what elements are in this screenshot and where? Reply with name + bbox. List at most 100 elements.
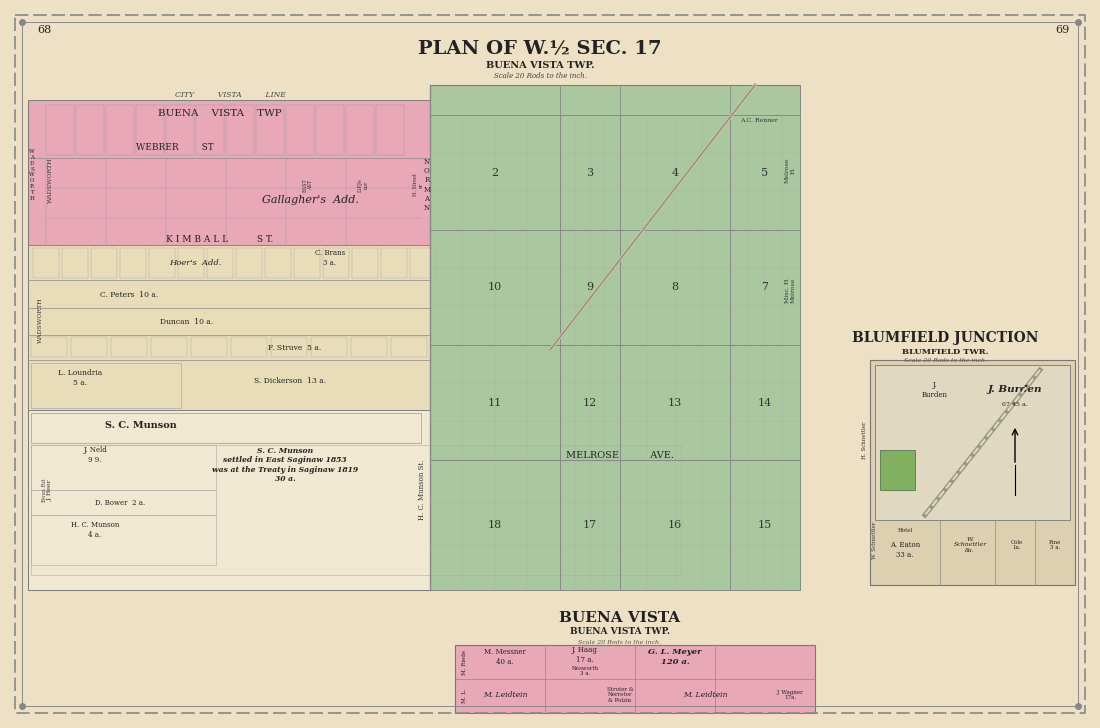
Text: G. L. Meyer
120 a.: G. L. Meyer 120 a. bbox=[648, 649, 702, 665]
Text: H. C. Munson
4 a.: H. C. Munson 4 a. bbox=[70, 521, 119, 539]
Bar bbox=[430, 345, 560, 460]
Bar bbox=[151, 337, 187, 357]
Bar bbox=[236, 248, 262, 278]
Text: M. Riede: M. Riede bbox=[462, 649, 468, 675]
Bar bbox=[381, 248, 407, 278]
Text: S. Dickerson  13 a.: S. Dickerson 13 a. bbox=[254, 377, 326, 385]
Bar bbox=[730, 230, 800, 345]
Text: Duncan  10 a.: Duncan 10 a. bbox=[160, 318, 213, 326]
Bar bbox=[31, 363, 182, 408]
Text: D. Bower  2 a.: D. Bower 2 a. bbox=[95, 499, 145, 507]
Bar bbox=[62, 248, 88, 278]
Bar bbox=[226, 105, 254, 155]
Text: Scale 20 Rods to the inch.: Scale 20 Rods to the inch. bbox=[903, 358, 987, 363]
Bar bbox=[346, 105, 374, 155]
Text: H. Schnettler: H. Schnettler bbox=[862, 422, 868, 459]
Text: 4: 4 bbox=[671, 167, 679, 178]
Bar bbox=[620, 345, 730, 460]
Text: Misc. H.
Melrose: Misc. H. Melrose bbox=[784, 277, 795, 303]
Bar bbox=[560, 230, 620, 345]
Bar bbox=[166, 105, 194, 155]
Bar bbox=[880, 450, 915, 490]
Bar bbox=[874, 365, 1070, 520]
Text: BUENA VISTA TWP.: BUENA VISTA TWP. bbox=[486, 61, 594, 71]
Bar bbox=[46, 105, 74, 155]
Bar bbox=[430, 230, 560, 345]
Text: J. Heer: J. Heer bbox=[47, 479, 53, 501]
Text: W.
Schnettler
8a.: W. Schnettler 8a. bbox=[954, 537, 987, 553]
Bar bbox=[28, 100, 430, 245]
Text: A.C. Renner: A.C. Renner bbox=[740, 117, 778, 122]
Text: N
O
R
M
A
N: N O R M A N bbox=[424, 158, 430, 212]
Text: CITY          VISTA          LINE: CITY VISTA LINE bbox=[175, 91, 285, 99]
Text: 67 45 a.: 67 45 a. bbox=[1002, 403, 1027, 408]
Bar bbox=[430, 115, 560, 230]
Text: Hoer's  Add.: Hoer's Add. bbox=[168, 259, 221, 267]
Text: 69: 69 bbox=[1056, 25, 1070, 35]
Bar bbox=[560, 115, 620, 230]
Text: 13: 13 bbox=[668, 397, 682, 408]
Bar bbox=[72, 337, 107, 357]
Bar bbox=[311, 337, 346, 357]
Text: Gallagher's  Add.: Gallagher's Add. bbox=[262, 195, 359, 205]
Text: J. Wagner
17a.: J. Wagner 17a. bbox=[777, 689, 803, 700]
Bar bbox=[148, 248, 175, 278]
Bar bbox=[730, 460, 800, 590]
Text: 10: 10 bbox=[488, 282, 502, 293]
Text: L. Loundria
5 a.: L. Loundria 5 a. bbox=[58, 369, 102, 387]
Bar bbox=[31, 515, 216, 565]
Bar bbox=[390, 337, 427, 357]
Text: F. Struve  5 a.: F. Struve 5 a. bbox=[268, 344, 321, 352]
Text: 8: 8 bbox=[671, 282, 679, 293]
Text: J. Burden: J. Burden bbox=[988, 386, 1043, 395]
Bar bbox=[620, 115, 730, 230]
Bar bbox=[120, 248, 146, 278]
Text: J.
Burden: J. Burden bbox=[922, 381, 948, 399]
Bar bbox=[730, 345, 800, 460]
Bar bbox=[31, 337, 67, 357]
Text: EAST
AST: EAST AST bbox=[302, 178, 313, 192]
Text: 15: 15 bbox=[758, 520, 772, 530]
Text: 11: 11 bbox=[488, 397, 502, 408]
Bar bbox=[294, 248, 320, 278]
Bar bbox=[31, 490, 216, 515]
Text: 17: 17 bbox=[583, 520, 597, 530]
Text: 16: 16 bbox=[668, 520, 682, 530]
Bar bbox=[286, 105, 313, 155]
Bar bbox=[31, 445, 681, 575]
Text: 12: 12 bbox=[583, 397, 597, 408]
Text: Nesworth
3 a.: Nesworth 3 a. bbox=[571, 665, 598, 676]
Bar bbox=[207, 248, 233, 278]
Text: WADSWORTH: WADSWORTH bbox=[47, 157, 53, 203]
Bar bbox=[31, 445, 216, 490]
Text: Fine
3 a.: Fine 3 a. bbox=[1048, 539, 1062, 550]
Bar bbox=[28, 410, 430, 590]
Text: M. L.: M. L. bbox=[462, 689, 468, 703]
Bar bbox=[31, 413, 421, 443]
Bar bbox=[271, 337, 307, 357]
Text: PLAN OF W.½ SEC. 17: PLAN OF W.½ SEC. 17 bbox=[418, 39, 662, 57]
Bar bbox=[191, 337, 227, 357]
Text: Stroter &
Nerreter
& Polzin: Stroter & Nerreter & Polzin bbox=[606, 687, 634, 703]
Text: Melrose
H.: Melrose H. bbox=[784, 157, 795, 183]
Text: BUENA VISTA TWP.: BUENA VISTA TWP. bbox=[570, 628, 670, 636]
Text: W. Schnettler: W. Schnettler bbox=[872, 521, 878, 558]
Bar bbox=[560, 345, 620, 460]
Text: A. Eaton
33 a.: A. Eaton 33 a. bbox=[890, 542, 920, 558]
Bar bbox=[620, 230, 730, 345]
Bar bbox=[316, 105, 344, 155]
Text: C. Peters  10 a.: C. Peters 10 a. bbox=[100, 291, 158, 299]
Text: Bous Rd.: Bous Rd. bbox=[43, 478, 47, 502]
Bar bbox=[455, 645, 815, 713]
Bar bbox=[870, 360, 1075, 585]
Text: M. Leidtein: M. Leidtein bbox=[683, 691, 727, 699]
Text: S. C. Munson
settled in East Saginaw 1853
was at the Treaty in Saginaw 1819
30 a: S. C. Munson settled in East Saginaw 185… bbox=[212, 447, 359, 483]
Bar bbox=[91, 248, 117, 278]
Text: 9: 9 bbox=[586, 282, 594, 293]
Text: D.P.Je
ner: D.P.Je ner bbox=[358, 178, 368, 192]
Text: M. Messner
40 a.: M. Messner 40 a. bbox=[484, 649, 526, 665]
Bar bbox=[178, 248, 204, 278]
Bar bbox=[231, 337, 267, 357]
Bar bbox=[196, 105, 224, 155]
Bar bbox=[410, 248, 436, 278]
